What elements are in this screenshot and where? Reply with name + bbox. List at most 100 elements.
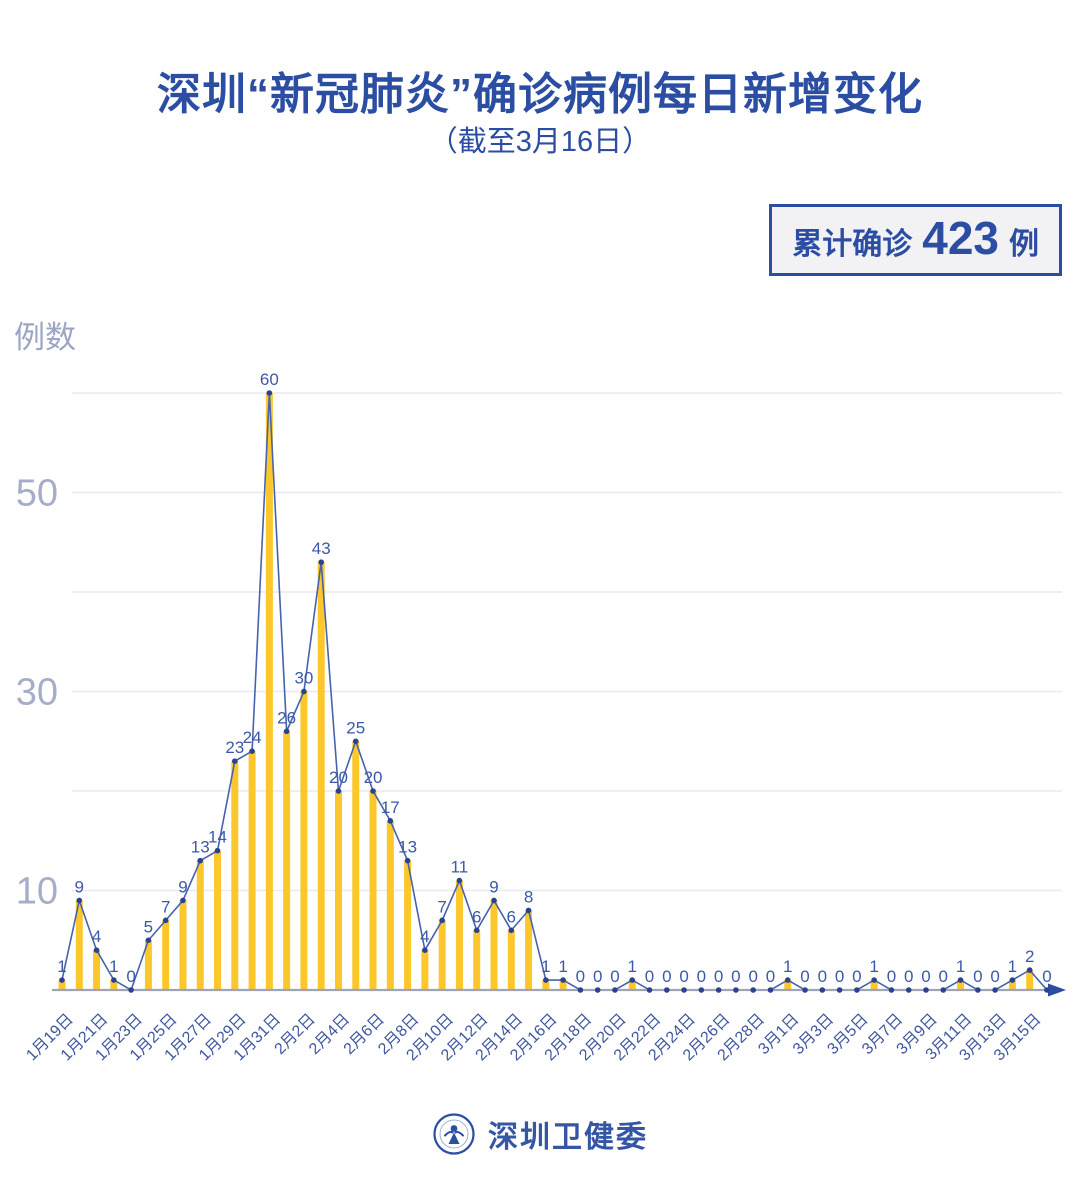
badge-prefix: 累计确诊 [792,228,913,261]
value-label: 23 [225,738,244,757]
value-label: 0 [731,967,740,986]
value-label: 0 [610,967,619,986]
bar [300,691,308,990]
data-point [923,987,929,993]
data-point [784,977,791,983]
value-label: 0 [904,967,913,986]
value-label: 13 [191,838,210,857]
badge-suffix: 例 [1009,228,1039,261]
daily-new-cases-chart: 1030501941057913142324602630432025201713… [16,370,1066,1064]
trend-line [61,392,1048,992]
value-label: 0 [766,967,775,986]
value-label: 0 [662,967,671,986]
value-label: 2 [1025,947,1034,966]
bar [317,562,325,990]
value-label: 0 [939,967,948,986]
bar [334,791,342,990]
data-point [422,947,428,953]
data-point [59,977,65,983]
value-label: 0 [714,967,723,986]
data-point [577,987,584,993]
data-point [681,987,687,993]
source-name: 深圳卫健委 [488,1121,648,1154]
data-point [111,977,117,983]
badge-value: 423 [922,212,999,264]
value-label: 8 [524,887,533,906]
data-point [871,977,877,983]
data-point [249,748,255,754]
value-label: 1 [869,957,878,976]
chart-title: 深圳“新冠肺炎”确诊病例每日新增变化 [157,70,923,119]
data-point [491,897,497,904]
value-label: 1 [1008,957,1017,976]
value-label: 4 [92,927,101,946]
data-point [940,987,947,993]
value-label: 0 [126,967,135,986]
data-point [819,987,826,993]
data-point [266,390,273,396]
y-axis-title: 例数 [14,320,76,355]
bar [507,930,515,990]
data-point [664,987,670,993]
value-label: 0 [973,967,982,986]
data-point [404,857,411,864]
bar [1026,970,1034,990]
data-point [888,987,895,993]
bar [265,393,273,990]
data-point [1044,987,1050,993]
value-label: 20 [364,768,383,787]
data-point [283,728,290,735]
value-label: 6 [507,907,516,926]
bar [144,940,152,990]
value-label: 26 [277,708,296,727]
value-label: 25 [346,718,365,737]
data-point [145,937,152,944]
value-label: 0 [800,967,809,986]
bar [179,900,187,990]
bar [438,920,446,990]
value-label: 0 [818,967,827,986]
data-point [162,917,169,924]
data-point [508,927,515,934]
value-label: 9 [75,877,84,896]
bar [58,980,66,990]
value-label: 0 [645,967,654,986]
bar [248,751,256,990]
value-label: 6 [472,907,481,926]
bar [628,980,636,990]
footer: 深圳卫健委 [0,1112,1080,1156]
bar [386,820,394,990]
data-point [197,857,204,864]
bar [525,910,533,990]
value-label: 24 [243,728,262,747]
value-label: 20 [329,768,348,787]
data-point [733,987,739,993]
value-label: 1 [109,957,118,976]
y-tick-label: 50 [16,473,58,515]
data-point [612,987,618,993]
value-label: 0 [697,967,706,986]
y-tick-label: 30 [16,672,58,714]
value-label: 0 [576,967,585,986]
bar [957,980,965,990]
value-label: 5 [144,917,153,936]
value-label: 0 [887,967,896,986]
data-point [214,847,221,854]
value-label: 0 [921,967,930,986]
data-point [473,927,480,934]
data-point [525,907,532,914]
data-point [335,788,342,794]
bar [559,980,567,990]
data-point [439,917,445,924]
data-point [543,977,549,983]
data-point [715,987,722,993]
value-label: 1 [57,957,66,976]
bar [110,980,118,990]
data-point [767,987,774,993]
data-point [76,897,83,904]
bar [421,950,429,990]
data-point [180,897,186,904]
data-point [854,987,860,993]
data-point [93,947,100,953]
